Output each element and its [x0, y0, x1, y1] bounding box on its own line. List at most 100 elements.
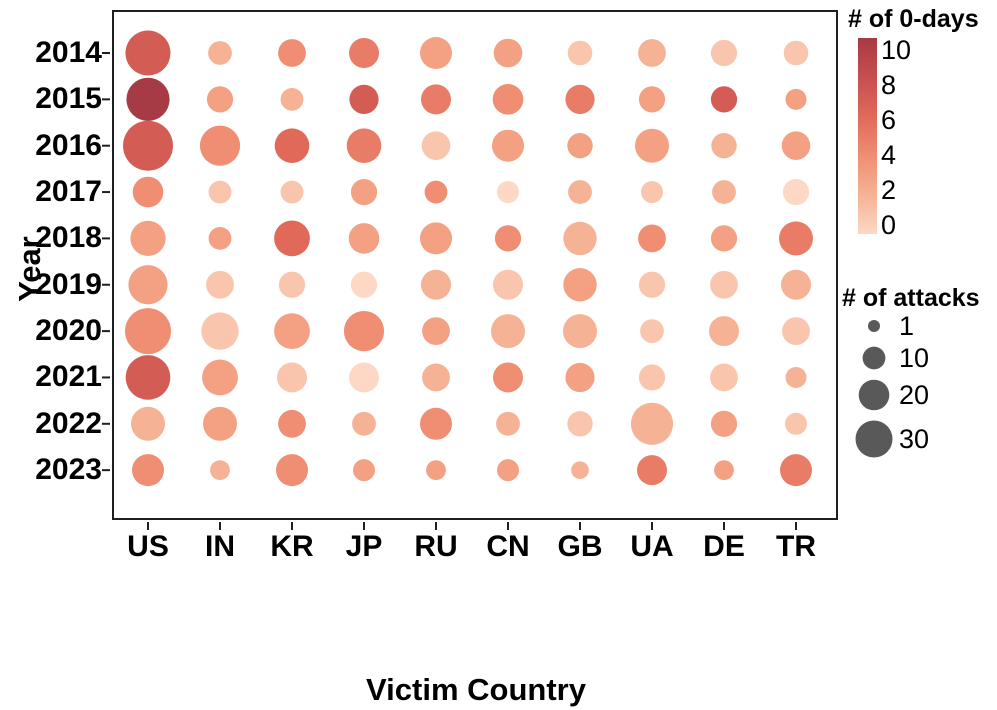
bubble-TR-2021 — [785, 366, 807, 388]
bubble-GB-2014 — [567, 40, 593, 66]
bubble-UA-2018 — [638, 224, 666, 253]
bubble-JP-2016 — [346, 128, 382, 163]
bubble-TR-2020 — [782, 317, 810, 345]
bubble-KR-2018 — [274, 220, 310, 257]
size-legend-bubble-1 — [868, 320, 880, 332]
y-tick-label-2015: 2015 — [35, 82, 102, 116]
colorbar-tick-0: 0 — [881, 210, 897, 240]
y-tick-label-2016: 2016 — [35, 128, 102, 162]
bubble-CN-2021 — [493, 362, 523, 393]
bubble-RU-2021 — [422, 363, 450, 392]
bubble-UA-2014 — [638, 39, 666, 67]
bubble-US-2023 — [132, 454, 164, 487]
bubble-GB-2015 — [565, 84, 595, 114]
bubble-JP-2015 — [349, 84, 379, 114]
bubble-UA-2023 — [637, 455, 667, 486]
bubble-RU-2015 — [421, 84, 451, 115]
size-legend-label-30: 30 — [899, 424, 930, 454]
bubble-DE-2016 — [711, 133, 737, 159]
bubble-IN-2016 — [199, 125, 241, 166]
y-tick-label-2014: 2014 — [35, 36, 102, 69]
bubble-TR-2022 — [785, 412, 807, 435]
bubble-TR-2014 — [783, 40, 809, 66]
bubble-KR-2022 — [278, 409, 306, 438]
bubble-CN-2017 — [497, 181, 519, 204]
y-tick-label-2022: 2022 — [35, 406, 102, 440]
x-axis-title: Victim Country — [366, 672, 586, 707]
bubble-JP-2023 — [353, 459, 375, 482]
bubble-KR-2014 — [278, 39, 306, 67]
bubble-GB-2020 — [563, 314, 597, 349]
bubble-GB-2016 — [567, 133, 593, 159]
bubble-DE-2019 — [710, 270, 738, 299]
y-tick-label-2019: 2019 — [35, 267, 102, 301]
bubble-CN-2018 — [494, 225, 522, 252]
bubble-KR-2023 — [276, 454, 308, 487]
bubble-CN-2014 — [493, 38, 523, 68]
bubble-US-2018 — [130, 220, 166, 256]
x-tick-label-RU: RU — [414, 530, 458, 563]
colorbar-tick-8: 8 — [881, 70, 897, 100]
size-legend-label-1: 1 — [899, 311, 915, 341]
bubble-TR-2015 — [785, 88, 807, 110]
x-tick-label-TR: TR — [776, 530, 816, 563]
size-legend-label-20: 20 — [899, 380, 930, 410]
bubble-IN-2020 — [201, 312, 239, 350]
bubble-CN-2015 — [492, 84, 524, 115]
bubble-GB-2019 — [563, 268, 597, 302]
bubble-US-2019 — [128, 265, 168, 305]
bubble-JP-2021 — [349, 362, 379, 393]
bubble-JP-2017 — [350, 178, 378, 206]
bubble-RU-2019 — [421, 269, 451, 300]
bubble-IN-2015 — [206, 86, 234, 113]
x-tick-label-JP: JP — [345, 530, 383, 563]
bubble-GB-2023 — [571, 461, 589, 479]
bubble-KR-2021 — [277, 362, 307, 393]
size-legend-label-10: 10 — [899, 343, 930, 373]
bubble-US-2014 — [125, 30, 171, 76]
bubble-RU-2018 — [420, 222, 452, 255]
bubble-DE-2022 — [710, 410, 738, 437]
x-tick-label-KR: KR — [270, 530, 314, 563]
bubble-KR-2020 — [274, 313, 310, 349]
bubble-TR-2018 — [779, 221, 813, 256]
bubble-TR-2023 — [780, 454, 812, 487]
bubble-JP-2019 — [350, 271, 378, 298]
bubble-GB-2021 — [565, 362, 595, 393]
bubble-JP-2020 — [343, 311, 385, 352]
size-legend-bubble-20 — [858, 379, 890, 411]
bubble-US-2016 — [123, 120, 173, 171]
x-tick-label-US: US — [127, 530, 169, 563]
bubble-RU-2017 — [424, 180, 448, 204]
bubble-TR-2016 — [781, 131, 811, 160]
size-legend-title: # of attacks — [842, 284, 980, 312]
bubble-IN-2023 — [210, 460, 230, 481]
x-tick-label-CN: CN — [486, 530, 530, 563]
bubble-KR-2017 — [280, 180, 304, 204]
bubble-DE-2023 — [714, 460, 734, 481]
bubble-IN-2021 — [202, 359, 238, 396]
colorbar-tick-2: 2 — [881, 175, 897, 205]
x-tick-label-IN: IN — [205, 530, 235, 563]
bubble-US-2022 — [131, 406, 165, 441]
y-tick-label-2023: 2023 — [35, 453, 102, 487]
bubble-IN-2019 — [206, 270, 234, 299]
bubble-GB-2022 — [567, 411, 593, 437]
y-tick-label-2020: 2020 — [35, 314, 102, 348]
bubble-IN-2014 — [208, 41, 232, 65]
bubble-UA-2021 — [638, 364, 666, 391]
colorbar-tick-10: 10 — [881, 35, 912, 65]
bubble-DE-2015 — [710, 86, 738, 113]
bubble-GB-2018 — [563, 221, 597, 256]
y-tick-label-2017: 2017 — [35, 175, 102, 209]
bubble-IN-2022 — [203, 406, 237, 441]
bubble-DE-2020 — [709, 316, 739, 347]
colorbar-tick-6: 6 — [881, 105, 897, 135]
bubble-UA-2015 — [638, 86, 666, 113]
bubble-TR-2019 — [781, 269, 811, 300]
y-tick-label-2021: 2021 — [35, 360, 102, 394]
bubble-UA-2022 — [630, 402, 674, 445]
bubble-US-2020 — [125, 308, 171, 355]
